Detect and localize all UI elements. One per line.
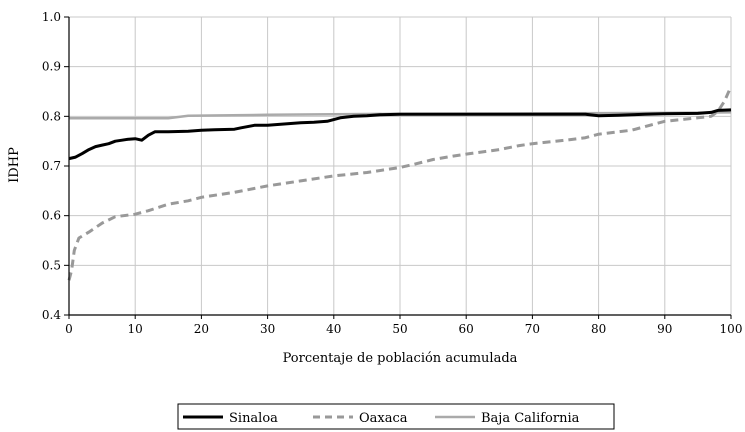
series-line-oaxaca: [67, 85, 733, 281]
y-tick-label: 0.7: [42, 159, 61, 173]
x-tick-label: 80: [591, 322, 606, 336]
legend-label-baja-california: Baja California: [481, 411, 580, 426]
y-axis-title: IDHP: [7, 147, 22, 183]
x-tick-label: 20: [194, 322, 209, 336]
y-tick-label: 1.0: [42, 10, 61, 24]
x-tick-label: 100: [720, 322, 743, 336]
x-tick-label: 60: [459, 322, 474, 336]
axes: [64, 16, 732, 319]
x-axis-title: Porcentaje de población acumulada: [283, 351, 518, 366]
series-line-sinaloa: [68, 108, 732, 161]
legend-box: [177, 403, 615, 430]
y-tick-label: 0.9: [42, 60, 61, 74]
legend-label-oaxaca: Oaxaca: [359, 411, 408, 426]
legend-label-sinaloa: Sinaloa: [229, 411, 278, 426]
y-tick-label: 0.4: [42, 308, 61, 322]
x-tick-label: 10: [128, 322, 143, 336]
x-tick-label: 70: [525, 322, 540, 336]
x-tick-label: 40: [326, 322, 341, 336]
x-tick-label: 30: [260, 322, 275, 336]
y-tick-label: 0.5: [42, 258, 61, 272]
y-tick-label: 0.6: [42, 209, 61, 223]
series-lines: [67, 85, 733, 281]
y-tick-label: 0.8: [42, 109, 61, 123]
legend: Sinaloa Oaxaca Baja California: [177, 403, 615, 430]
grid: [69, 16, 732, 315]
x-tick-label: 50: [392, 322, 407, 336]
x-tick-label: 90: [657, 322, 672, 336]
tick-labels: 0 10 20 30 40 50 60 70 80 90 100 0.4 0.5 0.6 0.7 0.8 0.9…: [42, 10, 743, 336]
x-tick-label: 0: [65, 322, 73, 336]
